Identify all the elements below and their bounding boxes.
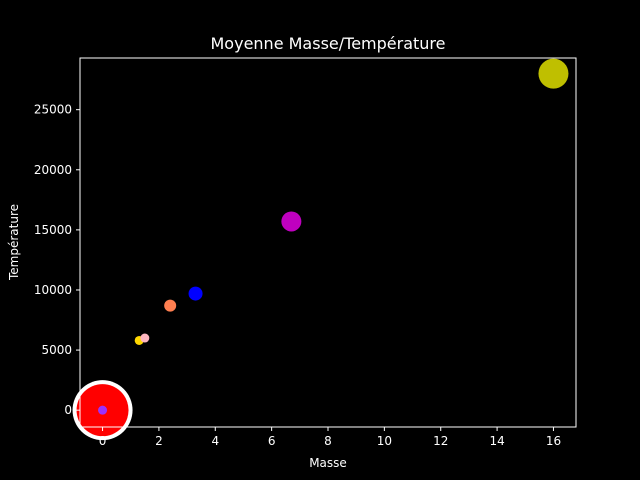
points-layer bbox=[72, 58, 569, 441]
y-tick-label: 20000 bbox=[34, 163, 72, 177]
x-axis: 0 2 4 6 8 10 12 14 16 bbox=[99, 427, 561, 448]
y-tick-label: 10000 bbox=[34, 283, 72, 297]
data-point-6 bbox=[188, 286, 203, 301]
x-tick-label: 0 bbox=[99, 434, 107, 448]
x-tick-label: 14 bbox=[489, 434, 504, 448]
data-point-5 bbox=[164, 299, 177, 312]
data-point-2 bbox=[98, 405, 108, 415]
x-tick-label: 10 bbox=[377, 434, 392, 448]
y-axis: 0 5000 10000 15000 20000 25000 bbox=[34, 103, 80, 417]
y-tick-label: 5000 bbox=[41, 343, 72, 357]
y-tick-label: 25000 bbox=[34, 103, 72, 117]
y-axis-label: Température bbox=[7, 204, 21, 281]
chart-title: Moyenne Masse/Température bbox=[211, 34, 446, 53]
data-point-8 bbox=[538, 58, 569, 89]
data-point-4 bbox=[140, 333, 150, 343]
x-tick-label: 12 bbox=[433, 434, 448, 448]
x-axis-label: Masse bbox=[309, 456, 347, 470]
x-tick-label: 6 bbox=[268, 434, 276, 448]
x-tick-label: 2 bbox=[155, 434, 163, 448]
x-tick-label: 8 bbox=[324, 434, 332, 448]
y-tick-label: 0 bbox=[64, 403, 72, 417]
y-tick-label: 15000 bbox=[34, 223, 72, 237]
x-tick-label: 4 bbox=[211, 434, 219, 448]
x-tick-label: 16 bbox=[546, 434, 561, 448]
data-point-7 bbox=[281, 211, 302, 232]
